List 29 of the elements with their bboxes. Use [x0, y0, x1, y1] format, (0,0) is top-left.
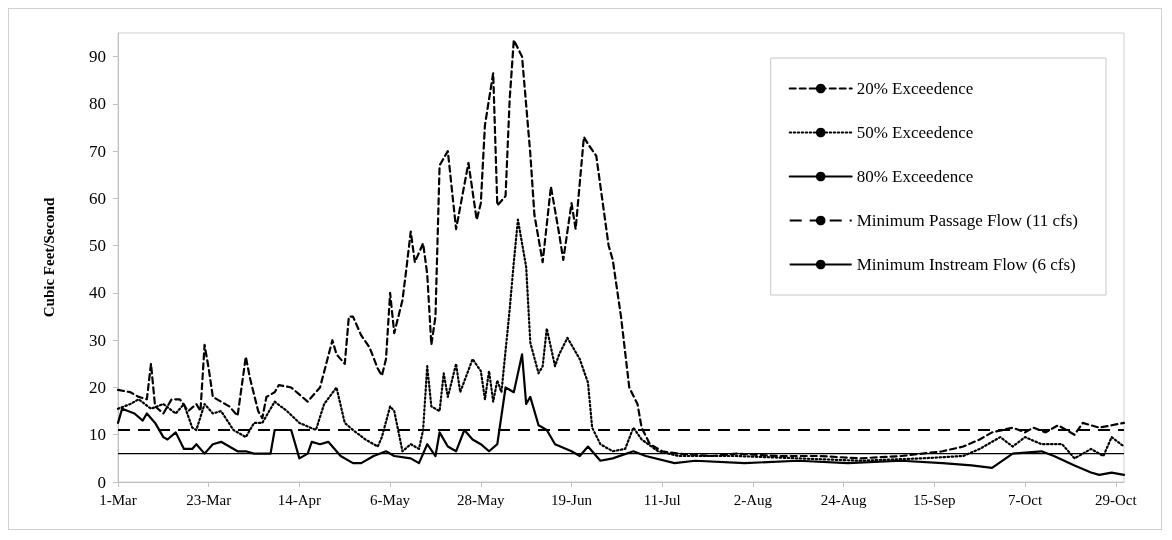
y-axis-title: Cubic Feet/Second [40, 197, 57, 318]
x-tick-label: 28-May [457, 491, 506, 508]
y-tick-label: 10 [89, 425, 106, 445]
y-tick-label: 60 [89, 188, 106, 208]
x-tick-label: 29-Oct [1094, 491, 1138, 508]
x-tick-label: 14-Apr [277, 491, 322, 508]
legend-label: Minimum Instream Flow (6 cfs) [856, 255, 1076, 274]
x-tick-label: 1-Mar [99, 491, 137, 508]
x-tick-label: 2-Aug [733, 491, 773, 508]
x-tick-label: 15-Sep [913, 491, 956, 508]
y-tick-label: 0 [97, 472, 106, 492]
x-tick-label: 19-Jun [551, 491, 593, 508]
x-tick-label: 24-Aug [820, 491, 868, 508]
legend-label: 20% Exceedence [856, 79, 974, 98]
line-series [116, 38, 1126, 460]
legend-label: 80% Exceedence [856, 167, 974, 186]
y-tick-label: 70 [89, 141, 106, 161]
x-tick-label: 11-Jul [643, 491, 681, 508]
y-tick-label: 20 [89, 377, 106, 397]
x-tick-label: 23-Mar [186, 491, 232, 508]
x-tick-label: 6-May [370, 491, 411, 508]
legend-label: Minimum Passage Flow (11 cfs) [856, 211, 1079, 230]
y-tick-label: 80 [89, 94, 106, 114]
y-tick-label: 30 [89, 330, 106, 350]
y-tick-label: 40 [89, 283, 106, 303]
x-tick-label: 7-Oct [1007, 491, 1043, 508]
y-tick-label: 50 [89, 236, 106, 256]
legend-label: 50% Exceedence [856, 123, 974, 142]
y-tick-label: 90 [89, 47, 106, 67]
